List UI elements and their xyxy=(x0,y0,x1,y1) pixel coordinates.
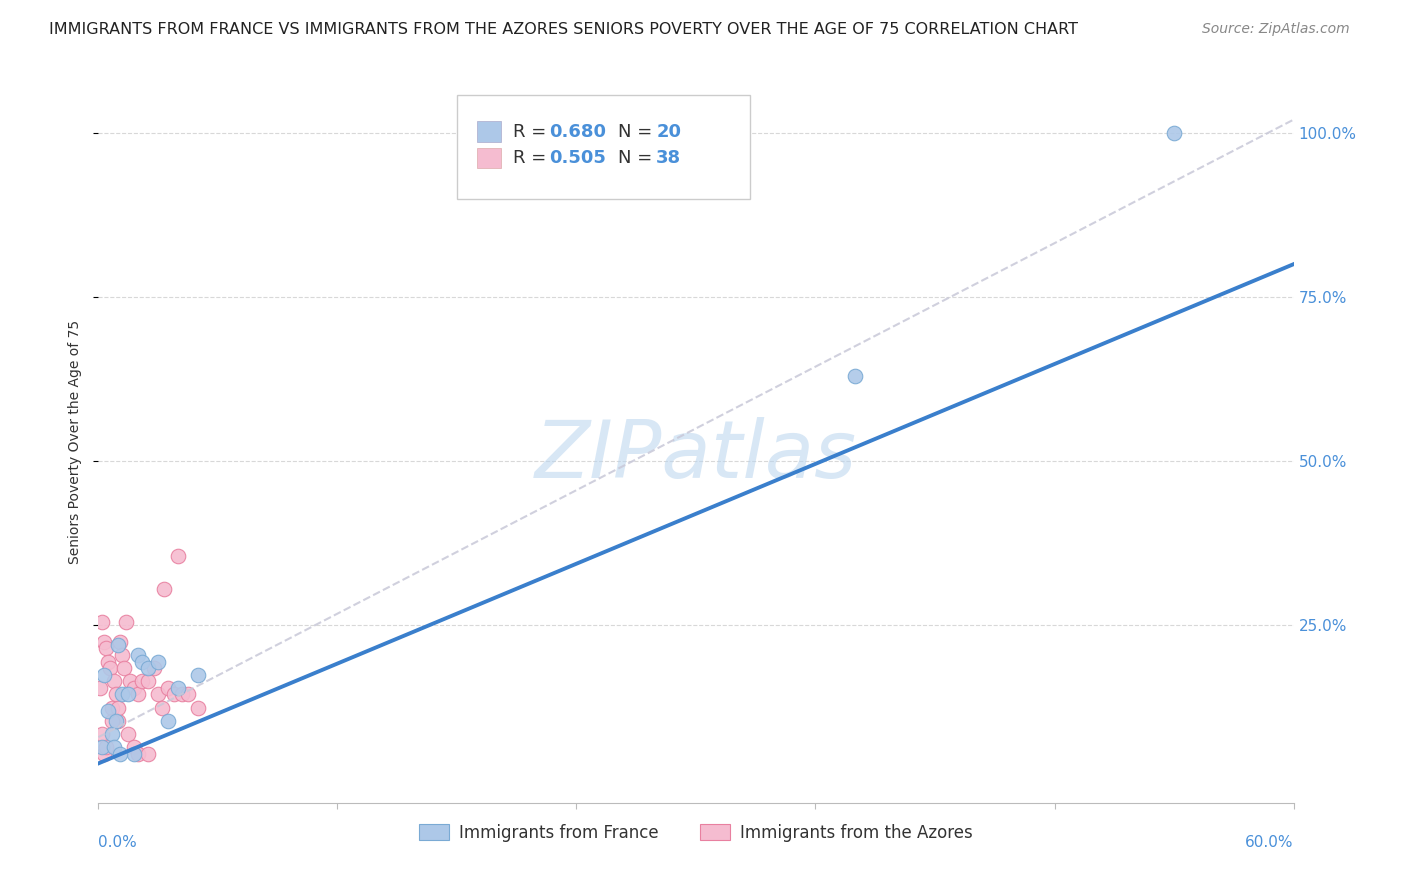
Text: 38: 38 xyxy=(657,149,682,167)
Point xyxy=(111,687,134,701)
Text: R =: R = xyxy=(513,122,553,141)
Point xyxy=(157,714,180,728)
Point xyxy=(91,739,114,754)
Point xyxy=(96,641,118,656)
Text: N =: N = xyxy=(619,149,658,167)
Point xyxy=(96,739,118,754)
Point xyxy=(167,681,190,695)
Point xyxy=(112,661,135,675)
Point xyxy=(172,687,194,701)
Text: ZIPatlas: ZIPatlas xyxy=(534,417,858,495)
Text: 20: 20 xyxy=(657,122,682,141)
Point xyxy=(117,687,139,701)
Point xyxy=(110,747,132,761)
Point xyxy=(101,700,124,714)
Text: 60.0%: 60.0% xyxy=(1246,835,1294,850)
Point xyxy=(148,687,170,701)
Text: 0.0%: 0.0% xyxy=(98,835,138,850)
Point xyxy=(91,727,114,741)
Legend: Immigrants from France, Immigrants from the Azores: Immigrants from France, Immigrants from … xyxy=(412,817,980,848)
Y-axis label: Seniors Poverty Over the Age of 75: Seniors Poverty Over the Age of 75 xyxy=(69,319,83,564)
Text: N =: N = xyxy=(619,122,658,141)
Point xyxy=(110,635,132,649)
Point xyxy=(136,661,159,675)
Point xyxy=(153,582,176,597)
Point xyxy=(107,700,129,714)
Point xyxy=(93,635,115,649)
Text: 0.680: 0.680 xyxy=(548,122,606,141)
Point xyxy=(157,681,180,695)
Point xyxy=(105,714,128,728)
Point xyxy=(163,687,186,701)
Point xyxy=(136,747,159,761)
Point xyxy=(115,615,138,630)
Point xyxy=(167,549,190,564)
Text: 0.505: 0.505 xyxy=(548,149,606,167)
Point xyxy=(117,727,139,741)
Point xyxy=(93,747,115,761)
Point xyxy=(103,739,125,754)
Point xyxy=(127,648,149,662)
Point xyxy=(124,739,146,754)
Text: R =: R = xyxy=(513,149,553,167)
FancyBboxPatch shape xyxy=(457,95,749,200)
Point xyxy=(124,747,146,761)
Point xyxy=(131,655,153,669)
Point xyxy=(97,704,120,718)
Bar xyxy=(477,148,501,168)
Point xyxy=(111,648,134,662)
Point xyxy=(150,700,173,714)
Point xyxy=(107,638,129,652)
Point xyxy=(131,674,153,689)
Point xyxy=(89,681,111,695)
Point xyxy=(148,655,170,669)
Point xyxy=(124,681,146,695)
Point xyxy=(97,655,120,669)
Point xyxy=(105,687,128,701)
Point xyxy=(91,615,114,630)
Point xyxy=(177,687,200,701)
Point xyxy=(127,687,149,701)
Point xyxy=(120,674,142,689)
Point xyxy=(844,368,866,383)
Point xyxy=(1163,126,1185,140)
Bar xyxy=(477,121,501,142)
Point xyxy=(103,674,125,689)
Point xyxy=(127,747,149,761)
Point xyxy=(187,700,209,714)
Point xyxy=(101,714,124,728)
Point xyxy=(143,661,166,675)
Point xyxy=(136,674,159,689)
Point xyxy=(101,727,124,741)
Text: Source: ZipAtlas.com: Source: ZipAtlas.com xyxy=(1202,22,1350,37)
Point xyxy=(187,667,209,681)
Point xyxy=(107,714,129,728)
Point xyxy=(93,667,115,681)
Point xyxy=(98,661,122,675)
Text: IMMIGRANTS FROM FRANCE VS IMMIGRANTS FROM THE AZORES SENIORS POVERTY OVER THE AG: IMMIGRANTS FROM FRANCE VS IMMIGRANTS FRO… xyxy=(49,22,1078,37)
